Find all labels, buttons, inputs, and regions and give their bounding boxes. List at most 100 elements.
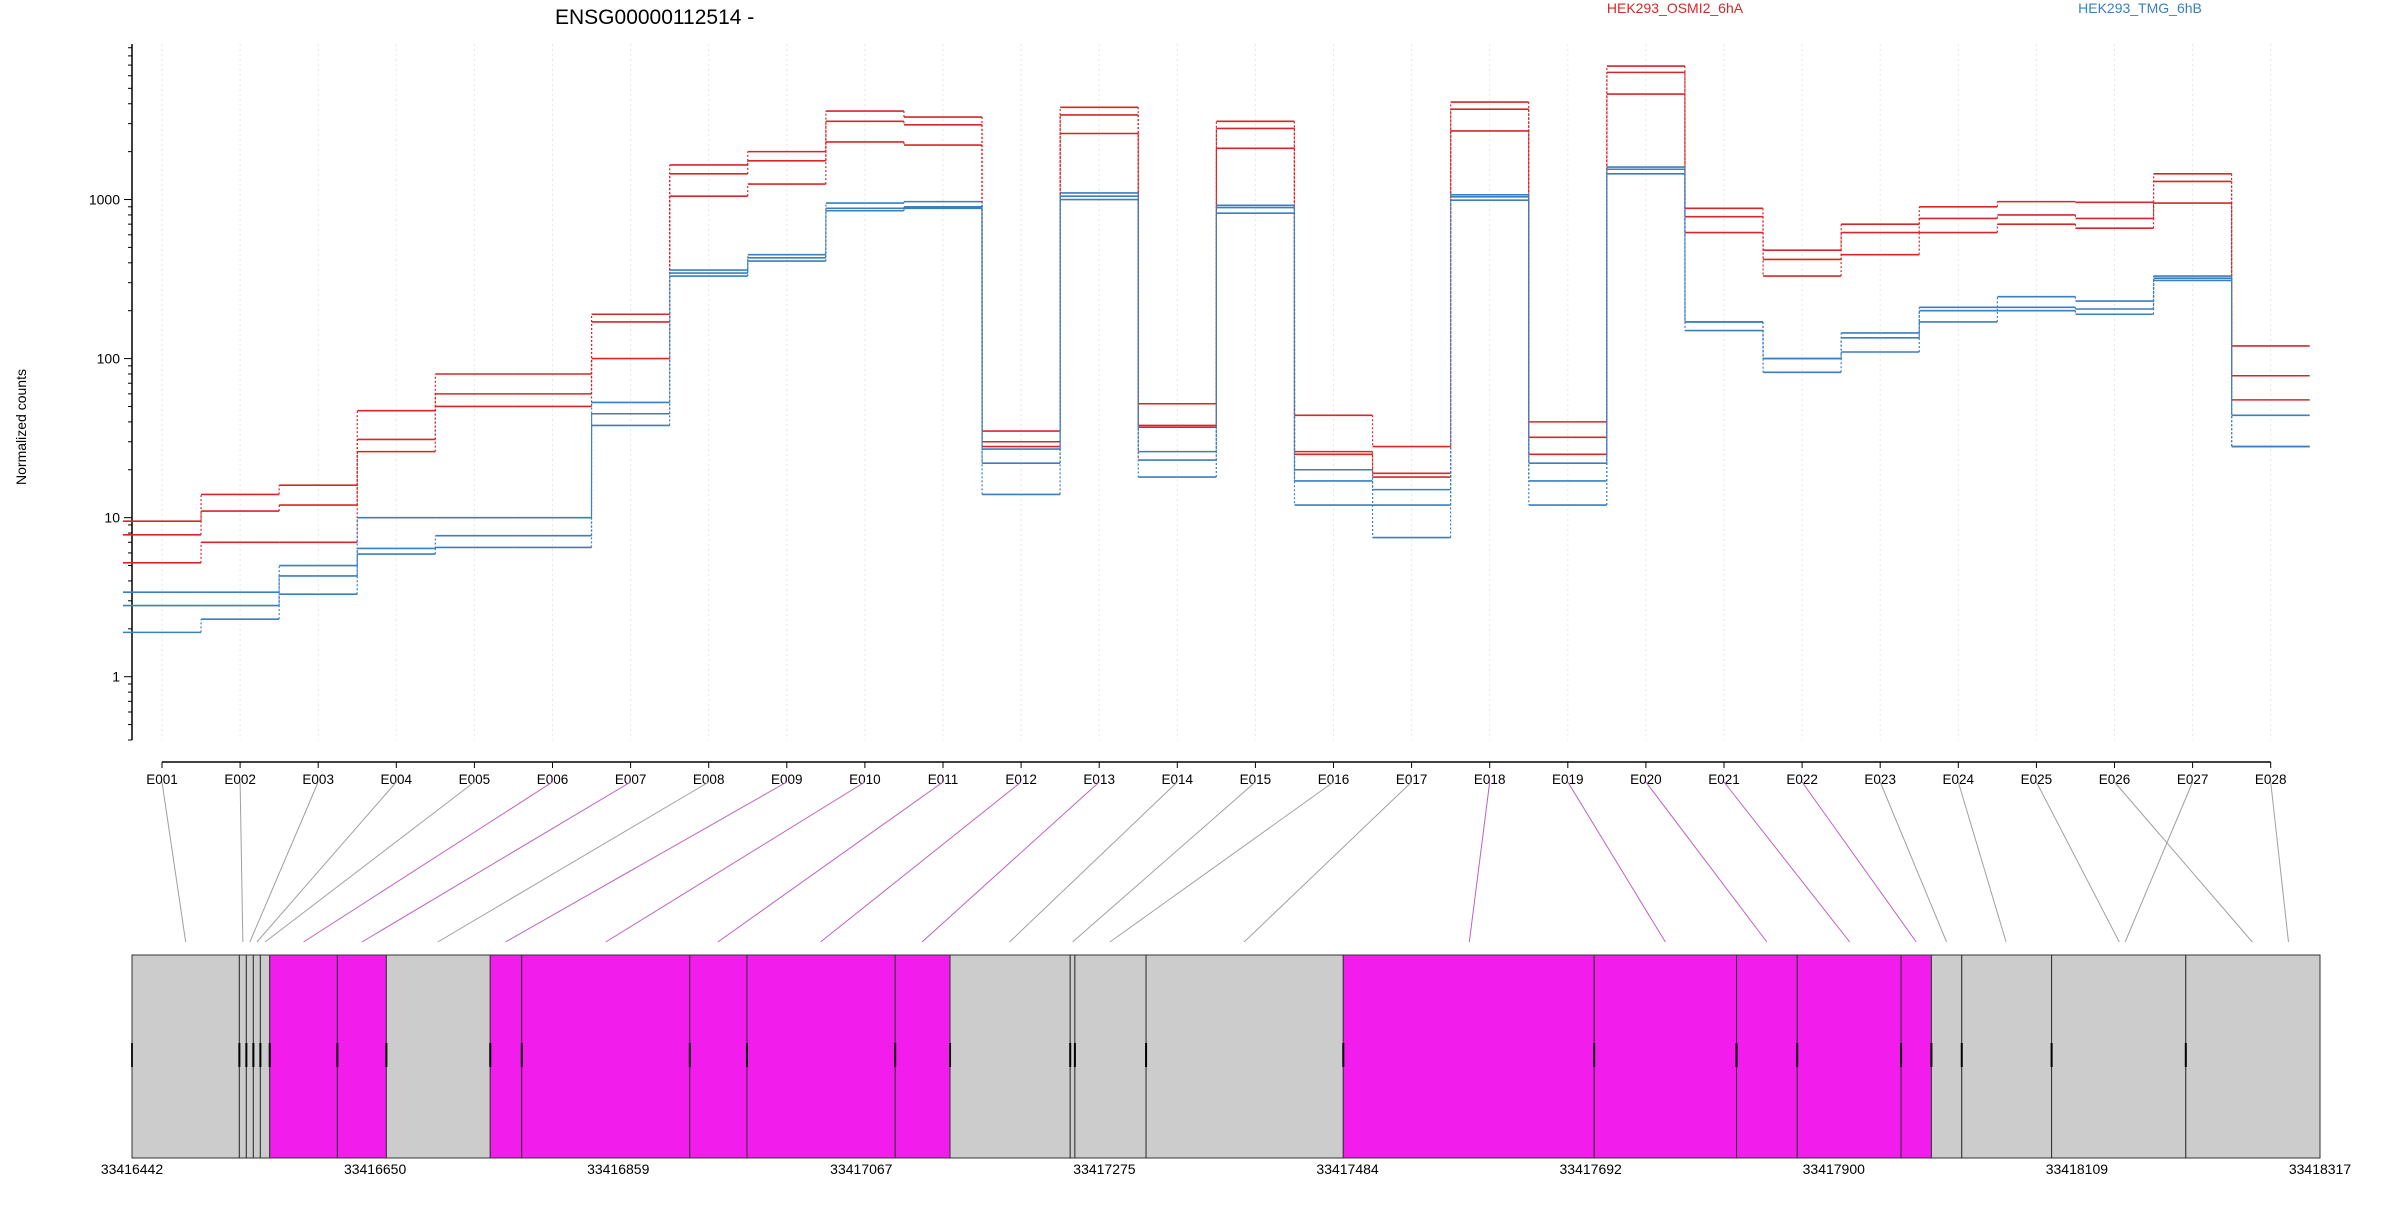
connector-E022 [1802,782,1916,942]
connector-E003 [250,782,318,942]
y-axis-label: Normalized counts [13,369,29,485]
genome-segment-4 [260,955,269,1158]
x-tick-label-E023: E023 [1864,772,1896,787]
connector-E012 [820,782,1021,942]
y-tick-label: 100 [97,351,121,367]
x-tick-label-E015: E015 [1240,772,1272,787]
connector-E011 [718,782,943,942]
x-tick-label-E007: E007 [615,772,647,787]
genome-segment-11 [747,955,895,1158]
x-tick-label-E008: E008 [693,772,725,787]
connector-E004 [257,782,396,942]
genome-segment-5 [270,955,338,1158]
legend-entry-0: HEK293_OSMI2_6hA [1607,0,1744,16]
genome-segment-1 [239,955,246,1158]
x-tick-label-E009: E009 [771,772,803,787]
genome-segment-19 [1737,955,1798,1158]
genome-segment-20 [1797,955,1901,1158]
legend-entry-1: HEK293_TMG_6hB [2078,0,2202,16]
genome-segment-9 [522,955,690,1158]
x-tick-label-E020: E020 [1630,772,1662,787]
connector-E019 [1568,782,1666,942]
connector-E005 [265,782,474,942]
connector-E028 [2271,782,2289,942]
genome-segment-18 [1594,955,1736,1158]
y-tick-label: 1000 [89,192,120,208]
genome-segment-10 [690,955,747,1158]
x-tick-label-E013: E013 [1083,772,1115,787]
x-tick-label-E010: E010 [849,772,881,787]
connector-E021 [1724,782,1850,942]
genome-coordinate-label: 33417900 [1803,1161,1866,1177]
x-tick-label-E003: E003 [302,772,334,787]
connector-E024 [1958,782,2006,942]
connector-E008 [438,782,709,942]
x-tick-label-E014: E014 [1162,772,1194,787]
genome-coordinate-label: 33418109 [2046,1161,2109,1177]
genome-segment-16 [1146,955,1343,1158]
connector-E017 [1244,782,1412,942]
connector-E013 [922,782,1099,942]
connector-E018 [1469,782,1489,942]
x-tick-label-E006: E006 [537,772,569,787]
x-tick-label-E019: E019 [1552,772,1584,787]
genome-segment-15 [1075,955,1146,1158]
x-tick-label-E011: E011 [928,772,959,787]
genome-segment-24 [2052,955,2186,1158]
genome-segment-13 [950,955,1070,1158]
x-tick-label-E025: E025 [2021,772,2053,787]
connector-E016 [1110,782,1334,942]
connector-E002 [240,782,243,942]
chart-title: ENSG00000112514 - [555,6,754,29]
genome-coordinate-label: 33418317 [2289,1161,2352,1177]
connector-E001 [162,782,186,942]
genome-segment-12 [895,955,950,1158]
x-tick-label-E026: E026 [2099,772,2131,787]
genome-segment-8 [490,955,522,1158]
connector-E025 [2036,782,2119,942]
connector-E023 [1880,782,1946,942]
genome-coordinate-label: 33416859 [587,1161,650,1177]
connector-E007 [362,782,631,942]
genome-segment-25 [2186,955,2320,1158]
genome-coordinate-label: 33417484 [1316,1161,1379,1177]
genome-coordinate-label: 33416442 [101,1161,164,1177]
connector-E020 [1646,782,1767,942]
x-tick-label-E016: E016 [1318,772,1350,787]
legend: HEK293_OSMI2_6hA HEK293_TMG_6hB [1607,0,2202,16]
genome-segment-17 [1343,955,1594,1158]
genome-segment-3 [253,955,260,1158]
connector-E010 [606,782,865,942]
y-tick-label: 10 [104,510,120,526]
genome-segment-7 [386,955,490,1158]
genome-coordinate-label: 33417275 [1073,1161,1136,1177]
genome-segment-22 [1931,955,1961,1158]
x-tick-label-E027: E027 [2177,772,2209,787]
connector-E009 [505,782,786,942]
genome-track: 33416442 33416650 33416859 33417067 33417275… [101,955,2352,1177]
connector-E014 [1010,782,1178,942]
x-tick-label-E021: E021 [1708,772,1740,787]
genome-segment-23 [1962,955,2052,1158]
x-tick-label-E022: E022 [1786,772,1818,787]
genome-coordinate-label: 33416650 [344,1161,407,1177]
genome-coordinate-label: 33417692 [1560,1161,1623,1177]
connector-E006 [304,782,553,942]
x-tick-label-E005: E005 [459,772,491,787]
genome-coordinate-label: 33417067 [830,1161,893,1177]
x-tick-label-E024: E024 [1943,772,1975,787]
series [123,66,2310,632]
x-tick-label-E004: E004 [381,772,413,787]
y-tick-label: 1 [112,669,120,685]
x-tick-label-E012: E012 [1005,772,1037,787]
genome-segment-21 [1901,955,1931,1158]
connector-E015 [1073,782,1256,942]
genome-segment-0 [132,955,239,1158]
genome-segment-2 [246,955,253,1158]
genome-segment-6 [337,955,386,1158]
x-tick-label-E017: E017 [1396,772,1428,787]
exon-connectors [162,782,2288,942]
